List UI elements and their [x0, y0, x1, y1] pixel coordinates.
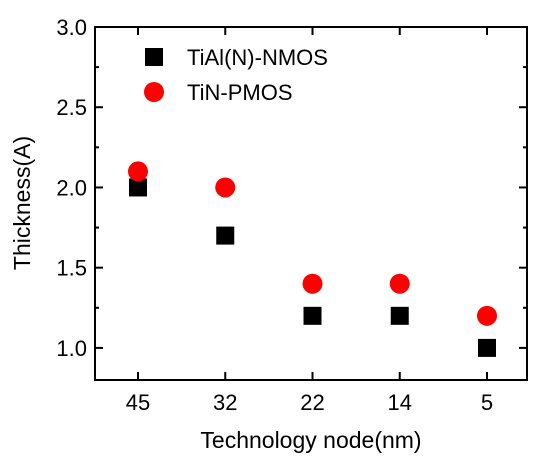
plot-frame	[94, 26, 528, 381]
x-axis-ticks: 45 32 22 14 5	[126, 27, 493, 415]
point-pmos	[477, 305, 497, 326]
y-tick-label: 1.0	[56, 336, 87, 361]
y-tick-label: 2.0	[56, 175, 87, 200]
point-pmos	[128, 161, 148, 182]
x-tick-label: 14	[388, 390, 412, 415]
y-tick-label: 1.5	[56, 256, 87, 281]
point-nmos	[129, 178, 147, 197]
point-nmos	[216, 226, 235, 245]
legend-label: TiAl(N)-NMOS	[187, 45, 328, 70]
point-nmos	[303, 306, 322, 325]
point-pmos	[389, 273, 410, 294]
legend-marker-square	[145, 48, 163, 66]
y-axis-ticks: 1.0 1.5 2.0 2.5 3.0	[56, 15, 527, 361]
x-tick-label: 5	[481, 390, 493, 415]
x-tick-label: 22	[300, 390, 324, 415]
legend-marker-circle	[144, 82, 164, 102]
x-tick-label: 32	[213, 390, 237, 415]
x-tick-label: 45	[126, 390, 150, 415]
point-pmos	[302, 273, 323, 294]
x-axis-title: Technology node(nm)	[200, 427, 421, 453]
point-nmos	[390, 306, 409, 325]
point-nmos	[478, 338, 496, 357]
legend: TiAl(N)-NMOS TiN-PMOS	[144, 45, 328, 105]
y-axis-title: Thickness(A)	[9, 136, 35, 270]
point-pmos	[215, 177, 236, 198]
y-tick-label: 3.0	[56, 15, 87, 40]
legend-label: TiN-PMOS	[187, 80, 293, 105]
data-points	[128, 161, 497, 357]
y-tick-label: 2.5	[56, 95, 87, 120]
